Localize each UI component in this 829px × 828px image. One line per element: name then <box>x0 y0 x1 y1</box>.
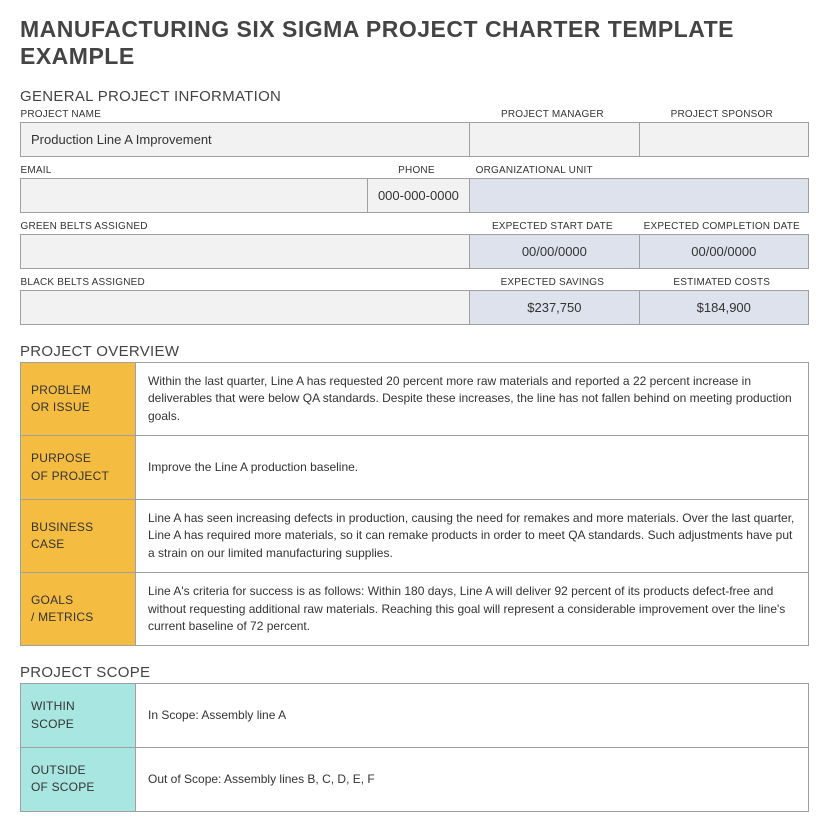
scope-label-text: OUTSIDEOF SCOPE <box>31 763 95 794</box>
label-expected-start: EXPECTED START DATE <box>470 219 639 235</box>
overview-label-text: PROBLEMOR ISSUE <box>31 383 91 414</box>
label-black-belts: BLACK BELTS ASSIGNED <box>21 275 470 291</box>
label-estimated-costs: ESTIMATED COSTS <box>639 275 808 291</box>
value-estimated-costs[interactable]: $184,900 <box>639 291 808 325</box>
overview-label-problem: PROBLEMOR ISSUE <box>21 363 136 436</box>
scope-label-within: WITHINSCOPE <box>21 684 136 748</box>
value-project-name[interactable]: Production Line A Improvement <box>21 123 470 157</box>
overview-label-text: GOALS/ METRICS <box>31 593 93 624</box>
overview-content-business: Line A has seen increasing defects in pr… <box>136 499 809 572</box>
general-row-2: EMAIL PHONE ORGANIZATIONAL UNIT 000-000-… <box>20 163 809 213</box>
overview-table: PROBLEMOR ISSUE Within the last quarter,… <box>20 362 809 646</box>
overview-label-goals: GOALS/ METRICS <box>21 573 136 646</box>
scope-content-outside: Out of Scope: Assembly lines B, C, D, E,… <box>136 748 809 812</box>
general-row-3: GREEN BELTS ASSIGNED EXPECTED START DATE… <box>20 219 809 269</box>
overview-label-text: PURPOSEOF PROJECT <box>31 451 109 482</box>
label-phone: PHONE <box>367 163 469 179</box>
value-project-sponsor[interactable] <box>639 123 808 157</box>
overview-label-business: BUSINESSCASE <box>21 499 136 572</box>
value-expected-savings[interactable]: $237,750 <box>470 291 639 325</box>
general-row-4: BLACK BELTS ASSIGNED EXPECTED SAVINGS ES… <box>20 275 809 325</box>
overview-label-purpose: PURPOSEOF PROJECT <box>21 436 136 500</box>
value-phone[interactable]: 000-000-0000 <box>367 179 469 213</box>
section-general-title: GENERAL PROJECT INFORMATION <box>20 88 809 105</box>
general-row-1: PROJECT NAME PROJECT MANAGER PROJECT SPO… <box>20 107 809 157</box>
scope-label-text: WITHINSCOPE <box>31 699 75 730</box>
scope-label-outside: OUTSIDEOF SCOPE <box>21 748 136 812</box>
label-project-sponsor: PROJECT SPONSOR <box>639 107 808 123</box>
label-project-name: PROJECT NAME <box>21 107 470 123</box>
value-green-belts[interactable] <box>21 235 470 269</box>
scope-table: WITHINSCOPE In Scope: Assembly line A OU… <box>20 683 809 812</box>
label-email: EMAIL <box>21 163 368 179</box>
label-expected-completion: EXPECTED COMPLETION DATE <box>639 219 808 235</box>
scope-content-within: In Scope: Assembly line A <box>136 684 809 748</box>
overview-content-problem: Within the last quarter, Line A has requ… <box>136 363 809 436</box>
overview-content-goals: Line A's criteria for success is as foll… <box>136 573 809 646</box>
overview-label-text: BUSINESSCASE <box>31 520 93 551</box>
overview-content-purpose: Improve the Line A production baseline. <box>136 436 809 500</box>
value-expected-completion[interactable]: 00/00/0000 <box>639 235 808 269</box>
value-org-unit[interactable] <box>470 179 809 213</box>
value-black-belts[interactable] <box>21 291 470 325</box>
section-overview-title: PROJECT OVERVIEW <box>20 343 809 360</box>
value-expected-start[interactable]: 00/00/0000 <box>470 235 639 269</box>
section-scope-title: PROJECT SCOPE <box>20 664 809 681</box>
label-project-manager: PROJECT MANAGER <box>470 107 639 123</box>
label-expected-savings: EXPECTED SAVINGS <box>470 275 639 291</box>
label-org-unit: ORGANIZATIONAL UNIT <box>470 163 809 179</box>
value-email[interactable] <box>21 179 368 213</box>
value-project-manager[interactable] <box>470 123 639 157</box>
label-green-belts: GREEN BELTS ASSIGNED <box>21 219 470 235</box>
page-title: MANUFACTURING SIX SIGMA PROJECT CHARTER … <box>20 16 809 70</box>
